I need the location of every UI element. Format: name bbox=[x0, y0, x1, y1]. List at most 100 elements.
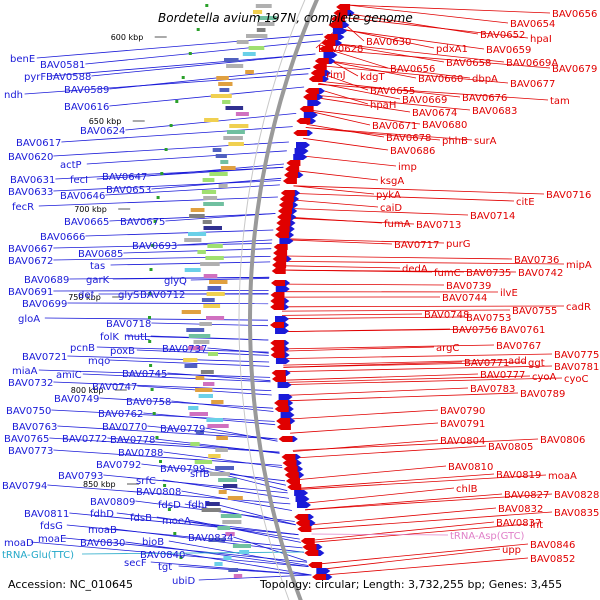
feature-block bbox=[229, 124, 249, 128]
gene-label-left: BAV0699 bbox=[22, 299, 67, 310]
gene-label-left: pyrF bbox=[24, 72, 46, 83]
right-connector bbox=[281, 313, 423, 316]
gene-label-right: ggt bbox=[528, 358, 545, 369]
gene-label-left: def bbox=[78, 290, 95, 301]
right-connector bbox=[298, 465, 447, 480]
gene-label-left: fdsB bbox=[130, 513, 152, 524]
track-dot bbox=[160, 172, 164, 175]
feature-block bbox=[233, 574, 243, 578]
left-connector bbox=[53, 180, 281, 192]
gene-label-right: fumC bbox=[434, 268, 461, 279]
feature-block bbox=[218, 478, 237, 482]
plus-strand-arrow bbox=[286, 478, 301, 484]
gene-label-right: BAV0679 bbox=[552, 64, 597, 75]
minus-strand-arrow bbox=[294, 490, 309, 496]
right-connector bbox=[283, 269, 517, 273]
feature-block bbox=[205, 502, 220, 506]
feature-block bbox=[226, 64, 244, 68]
plus-strand-arrow bbox=[294, 514, 309, 520]
track-dot bbox=[164, 148, 168, 151]
right-connector bbox=[320, 543, 529, 565]
gene-label-right: upp bbox=[502, 545, 521, 556]
track-dot bbox=[163, 484, 167, 487]
gene-label-right: BAV0783 bbox=[470, 384, 515, 395]
gene-label-right: BAV0744 bbox=[442, 293, 487, 304]
feature-block bbox=[189, 412, 208, 416]
gene-label-right: pykA bbox=[376, 190, 401, 201]
gene-label-left: BAV0672 bbox=[8, 256, 53, 267]
feature-block bbox=[208, 454, 221, 458]
left-connector bbox=[233, 536, 307, 562]
right-connector bbox=[283, 365, 553, 372]
right-connector bbox=[290, 422, 439, 434]
plus-strand-arrow bbox=[314, 58, 329, 64]
gene-label-right: purG bbox=[446, 239, 471, 250]
right-connector bbox=[282, 328, 499, 332]
plus-strand-arrow bbox=[278, 202, 293, 208]
gene-label-right: BAV0832 bbox=[498, 504, 543, 515]
feature-block bbox=[189, 214, 205, 218]
gene-label-left: BAV0840 bbox=[140, 550, 185, 561]
gene-label-left: BAV0799 bbox=[160, 464, 205, 475]
left-connector bbox=[96, 166, 284, 180]
right-connector bbox=[329, 49, 551, 69]
gene-label-left: BAV0718 bbox=[106, 319, 151, 330]
plus-strand-arrow bbox=[274, 406, 289, 412]
track-dot bbox=[173, 532, 177, 535]
right-connector bbox=[294, 445, 487, 459]
feature-block bbox=[257, 16, 277, 20]
gene-label-right: BAV0674 bbox=[412, 108, 457, 119]
left-connector bbox=[66, 524, 303, 549]
gene-label-left: BAV0712 bbox=[140, 290, 185, 301]
left-connector bbox=[151, 177, 282, 190]
plus-strand-arrow bbox=[278, 208, 292, 214]
feature-block bbox=[257, 22, 275, 26]
plus-strand-arrow bbox=[282, 460, 297, 466]
gene-label-left: BAV0834 bbox=[188, 533, 233, 544]
gene-label-right: BAV0819 bbox=[496, 470, 541, 481]
minus-strand-arrow bbox=[275, 286, 290, 292]
gene-label-left: BAV0689 bbox=[24, 275, 69, 286]
feature-block bbox=[227, 130, 245, 134]
plus-strand-arrow bbox=[270, 352, 285, 358]
left-connector bbox=[53, 290, 269, 292]
gene-label-left: BAV0675 bbox=[120, 217, 165, 228]
right-connector bbox=[316, 88, 369, 105]
plus-strand-arrow bbox=[270, 346, 285, 352]
right-connector bbox=[318, 80, 461, 98]
feature-block bbox=[245, 70, 254, 74]
plus-strand-arrow bbox=[319, 46, 334, 52]
right-connector bbox=[286, 392, 519, 402]
feature-block bbox=[227, 496, 243, 500]
left-connector bbox=[36, 33, 324, 59]
feature-block bbox=[220, 166, 236, 170]
right-connector bbox=[318, 82, 401, 100]
feature-block bbox=[212, 148, 222, 152]
gene-label-left: fecI bbox=[70, 175, 88, 186]
feature-block bbox=[207, 424, 229, 428]
plus-strand-arrow bbox=[312, 64, 327, 70]
gene-label-left: BAV0758 bbox=[126, 397, 171, 408]
gene-label-left: BAV0765 bbox=[4, 434, 49, 445]
gene-label-left: ndh bbox=[4, 90, 23, 101]
gene-label-right: cadR bbox=[566, 302, 591, 313]
gene-label-right: BAV0716 bbox=[546, 190, 591, 201]
left-connector bbox=[168, 540, 309, 566]
gene-label-right: BAV0683 bbox=[472, 106, 517, 117]
plus-strand-arrow bbox=[273, 244, 288, 250]
feature-block bbox=[195, 430, 204, 434]
gene-label-right: BAV0806 bbox=[540, 435, 585, 446]
right-connector bbox=[324, 557, 529, 576]
gene-label-left: BAV0811 bbox=[24, 509, 69, 520]
plus-strand-arrow bbox=[321, 40, 336, 46]
gene-label-right: kdgT bbox=[360, 72, 385, 83]
right-connector bbox=[282, 305, 565, 308]
gene-label-right: caiD bbox=[380, 203, 402, 214]
plus-strand-arrow bbox=[281, 454, 296, 460]
right-connector bbox=[283, 359, 507, 366]
gene-label-left: BAV0589 bbox=[64, 85, 109, 96]
kbp-label: 700 kbp bbox=[74, 205, 107, 214]
gene-label-left: glyQ bbox=[164, 276, 187, 287]
gene-label-left: moaE bbox=[38, 534, 66, 545]
left-connector bbox=[49, 437, 280, 453]
